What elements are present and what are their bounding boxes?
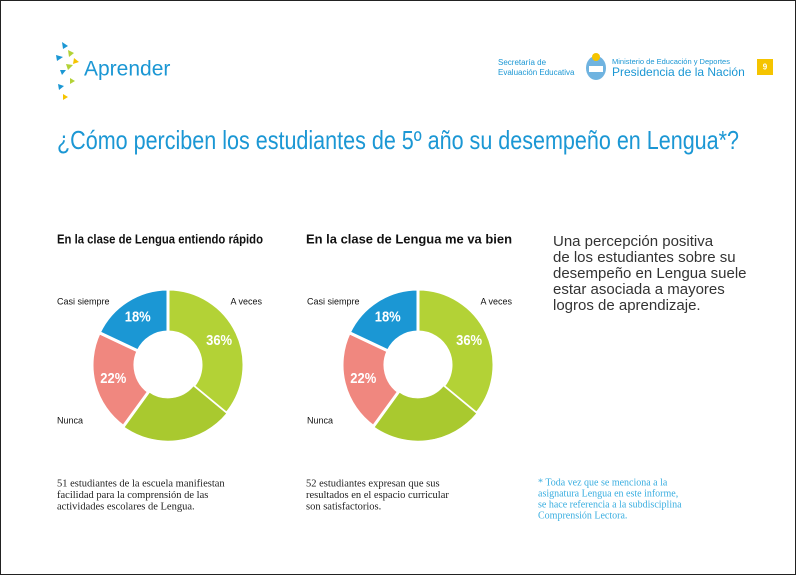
- chart-title: En la clase de Lengua me va bien: [306, 231, 512, 246]
- footnote: * Toda vez que se menciona a la: [538, 477, 668, 488]
- side-text: Una percepción positiva: [553, 233, 714, 250]
- category-label: Casi siempre: [57, 296, 110, 306]
- donut-segment: [166, 287, 246, 416]
- footnote: asignatura Lengua en este informe,: [538, 488, 678, 499]
- side-text: estar asociada a mayores: [553, 281, 725, 298]
- category-label: Casi siempre: [307, 296, 360, 306]
- header-presidencia: Presidencia de la Nación: [612, 65, 745, 79]
- side-text: de los estudiantes sobre su: [553, 249, 736, 266]
- logo-icon: [56, 42, 79, 100]
- donut-segment: [90, 330, 151, 429]
- caption: 51 estudiantes de la escuela manifiestan: [57, 478, 225, 489]
- category-label: Nunca: [307, 415, 333, 425]
- value-label: 22%: [350, 370, 376, 387]
- value-label: 36%: [206, 332, 232, 349]
- donut-segment: [97, 287, 170, 353]
- page-badge: [757, 59, 773, 75]
- header-ministerio: Ministerio de Educación y Deportes: [612, 57, 730, 66]
- donut-segment: [122, 385, 227, 442]
- side-text: logros de aprendizaje.: [553, 297, 701, 314]
- caption: resultados en el espacio curricular: [306, 490, 449, 501]
- seal: [586, 53, 606, 80]
- caption: son satisfactorios.: [306, 501, 381, 512]
- footnote: Comprensión Lectora.: [538, 510, 627, 521]
- value-label: 22%: [100, 370, 126, 387]
- caption: 52 estudiantes expresan que sus: [306, 478, 440, 489]
- header-secretaria: Secretaría de: [498, 58, 547, 67]
- logo-text: Aprender: [84, 58, 170, 81]
- category-label: A veces: [480, 296, 512, 306]
- value-label: 18%: [125, 308, 151, 325]
- value-label: 36%: [456, 332, 482, 349]
- page-title: ¿Cómo perciben los estudiantes de 5º año…: [57, 125, 739, 155]
- chart-title: En la clase de Lengua entiendo rápido: [57, 231, 263, 246]
- donut-segment: [347, 287, 420, 353]
- donut-segment: [416, 287, 496, 416]
- page-number: 9: [763, 63, 768, 72]
- category-label: A veces: [230, 296, 262, 306]
- caption: actividades escolares de Lengua.: [57, 501, 195, 512]
- caption: facilidad para la comprensión de las: [57, 490, 208, 501]
- value-label: 18%: [375, 308, 401, 325]
- category-label: Nunca: [57, 415, 83, 425]
- side-text: desempeño en Lengua suele: [553, 265, 747, 282]
- header-secretaria: Evaluación Educativa: [498, 68, 575, 77]
- donut-segment: [372, 385, 477, 442]
- donut-segment: [340, 330, 401, 429]
- footnote: se hace referencia a la subdisciplina: [538, 499, 682, 510]
